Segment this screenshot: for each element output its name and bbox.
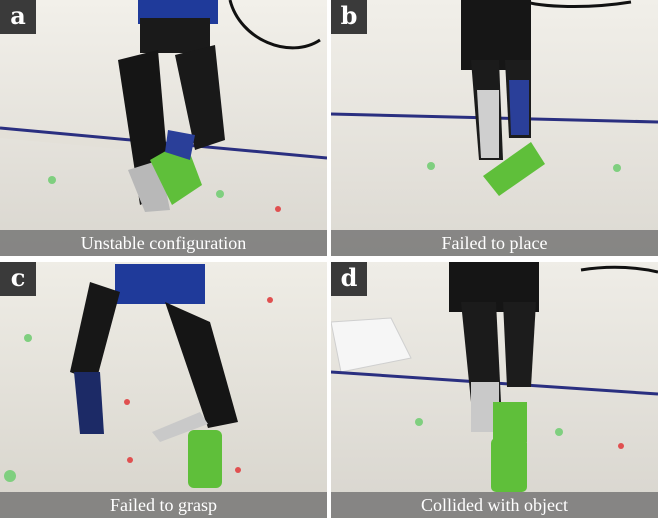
panel-b: b Failed to place [331,0,658,256]
panel-a-photo [0,0,327,256]
panel-d-caption: Collided with object [331,492,658,518]
panel-a-label: a [0,0,36,34]
panel-d: d Collided with object [331,262,658,518]
panel-a-caption: Unstable configuration [0,230,327,256]
panel-c-photo [0,262,327,518]
panel-c-label: c [0,262,36,296]
panel-d-label: d [331,262,367,296]
panel-d-photo [331,262,658,518]
panel-c: c Failed to grasp [0,262,327,518]
panel-b-photo [331,0,658,256]
panel-b-label: b [331,0,367,34]
panel-b-caption: Failed to place [331,230,658,256]
panel-c-caption: Failed to grasp [0,492,327,518]
panel-a: a Unstable configuration [0,0,327,256]
